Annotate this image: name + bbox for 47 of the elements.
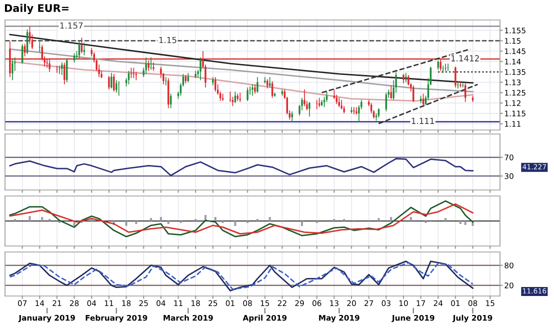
candlestick	[353, 106, 355, 115]
candlestick	[454, 66, 456, 88]
candlestick	[113, 74, 115, 92]
candlestick	[252, 84, 254, 96]
candlestick	[200, 56, 202, 81]
candlestick	[246, 87, 248, 102]
candlestick	[61, 62, 63, 76]
ref-line-label: 1.1412	[451, 55, 479, 62]
ref-line-label: 1.111	[412, 118, 434, 124]
candlestick	[56, 65, 58, 74]
candlestick	[264, 76, 266, 84]
ref-line-label: 1.157	[60, 22, 83, 29]
candlestick	[12, 59, 14, 81]
candlestick	[462, 82, 464, 88]
candlestick	[356, 106, 358, 115]
chart-title: Daily EUR=	[4, 4, 68, 14]
candlestick	[402, 74, 404, 84]
candlestick	[64, 62, 66, 85]
candlestick	[110, 72, 112, 89]
candlestick	[58, 65, 60, 74]
candlestick	[340, 99, 342, 110]
line-series	[9, 158, 474, 176]
candlestick	[152, 62, 154, 72]
candlestick	[390, 84, 392, 100]
candlestick	[108, 76, 110, 90]
candlestick	[118, 80, 120, 96]
candlestick	[304, 89, 306, 107]
candlestick	[422, 93, 424, 108]
candlestick	[187, 72, 190, 83]
candlestick	[291, 110, 293, 122]
candlestick	[145, 56, 147, 74]
ref-line-label: 1.15	[159, 36, 176, 44]
candlestick	[256, 76, 258, 94]
candlestick	[254, 84, 256, 94]
candlestick	[444, 63, 446, 72]
candlestick	[442, 65, 444, 74]
candlestick	[83, 42, 86, 56]
candlestick	[350, 106, 352, 114]
candlestick	[457, 80, 459, 89]
candlestick	[308, 102, 310, 117]
candlestick	[38, 41, 41, 53]
candlestick	[165, 76, 167, 86]
candlestick	[130, 67, 132, 79]
candlestick	[24, 43, 26, 57]
candlestick	[73, 52, 76, 63]
candlestick	[316, 99, 318, 110]
candlestick	[405, 72, 407, 83]
